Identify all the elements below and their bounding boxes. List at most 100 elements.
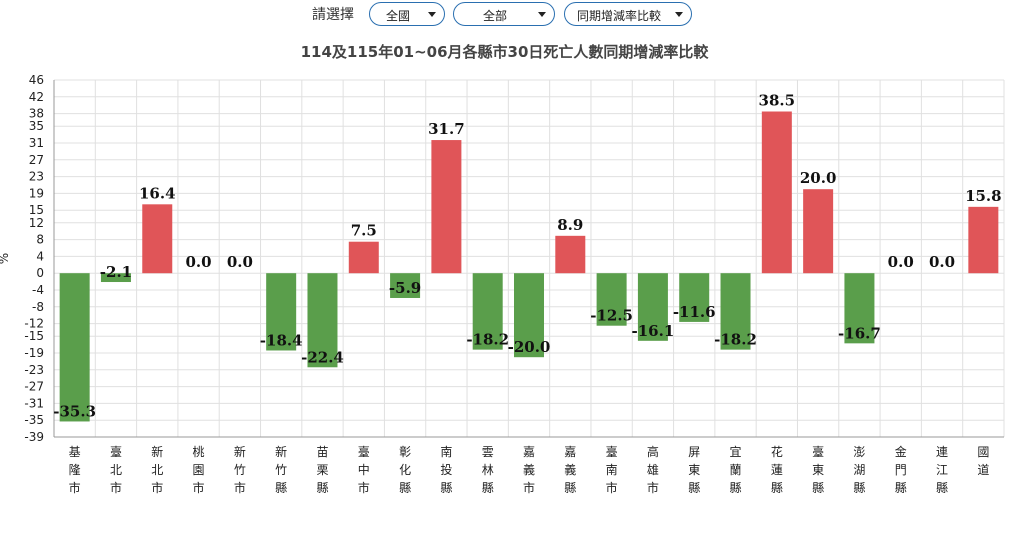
bar	[679, 273, 710, 322]
bar	[514, 273, 544, 358]
x-tick-label: 嘉義縣	[564, 445, 576, 495]
x-tick-label: 臺中市	[358, 444, 370, 495]
y-tick-label: 31	[29, 136, 44, 150]
bar	[142, 204, 173, 274]
data-label: -5.9	[389, 279, 421, 297]
region-select[interactable]: 全國	[369, 2, 445, 26]
data-label: 16.4	[139, 184, 176, 202]
data-label: -20.0	[508, 338, 551, 356]
data-label: 7.5	[351, 222, 377, 240]
bar	[348, 241, 379, 274]
data-label: -16.7	[838, 324, 881, 342]
y-tick-label: 12	[29, 216, 44, 230]
y-tick-label: 15	[29, 203, 44, 217]
chevron-down-icon	[675, 12, 683, 17]
bar	[720, 273, 751, 350]
metric-select-value: 同期增減率比較	[576, 9, 661, 23]
y-tick-label: -4	[32, 283, 44, 297]
data-label: 0.0	[888, 253, 914, 271]
x-tick-label: 苗栗縣	[316, 445, 328, 495]
data-label: -2.1	[100, 263, 132, 281]
x-tick-label: 新竹市	[234, 444, 246, 495]
y-tick-label: 23	[29, 170, 44, 184]
x-tick-label: 新竹縣	[275, 444, 287, 495]
x-tick-label: 連江縣	[936, 445, 948, 495]
x-tick-label: 嘉義市	[523, 445, 535, 495]
y-tick-label: 0	[36, 266, 44, 280]
y-tick-label: -27	[24, 380, 44, 394]
x-tick-label: 臺東縣	[812, 444, 824, 495]
y-tick-label: 35	[29, 119, 44, 133]
y-tick-label: -15	[24, 329, 44, 343]
x-tick-label: 澎湖縣	[853, 445, 865, 495]
bar	[844, 273, 875, 344]
filter-label: 請選擇	[312, 7, 354, 23]
data-label: 0.0	[186, 253, 212, 271]
x-tick-label: 雲林縣	[482, 445, 494, 495]
bar	[596, 273, 627, 326]
data-label: -18.2	[466, 331, 509, 349]
y-axis-label: %	[0, 253, 11, 264]
bar	[100, 273, 131, 283]
data-label: 15.8	[965, 187, 1002, 205]
x-tick-label: 基隆市	[69, 445, 81, 495]
y-tick-label: 46	[29, 73, 44, 87]
bar	[472, 273, 503, 350]
chevron-down-icon	[428, 12, 436, 17]
y-tick-label: -8	[32, 300, 44, 314]
data-label: 31.7	[428, 120, 465, 138]
data-label: 0.0	[929, 253, 955, 271]
data-label: 0.0	[227, 253, 253, 271]
chevron-down-icon	[538, 12, 546, 17]
y-tick-label: -35	[24, 413, 44, 427]
x-tick-label: 金門縣	[895, 444, 907, 495]
bar	[307, 273, 338, 368]
bar	[390, 273, 421, 298]
bar	[968, 206, 999, 274]
x-tick-label: 屏東縣	[688, 445, 700, 495]
x-tick-label: 國道	[977, 445, 989, 477]
data-label: -22.4	[301, 348, 344, 366]
x-tick-label: 高雄市	[647, 444, 659, 495]
metric-select[interactable]: 同期增減率比較	[564, 2, 692, 26]
y-tick-label: -23	[24, 363, 44, 377]
bar	[803, 189, 834, 274]
filter-bar: 請選擇 全國 全部 同期增減率比較	[0, 0, 1009, 30]
data-label: -12.5	[590, 307, 633, 325]
y-tick-label: 27	[29, 153, 44, 167]
bar	[59, 273, 90, 422]
data-label: -16.1	[632, 322, 675, 340]
y-tick-label: 4	[36, 249, 44, 263]
x-tick-label: 南投縣	[440, 444, 452, 495]
y-tick-label: -39	[24, 430, 44, 444]
y-tick-label: -12	[24, 317, 44, 331]
data-label: 8.9	[557, 216, 583, 234]
data-label: -18.2	[714, 331, 757, 349]
data-label: 20.0	[800, 169, 837, 187]
data-label: 38.5	[759, 92, 796, 110]
x-tick-label: 新北市	[151, 444, 163, 495]
x-tick-label: 臺南市	[606, 444, 618, 495]
data-label: -35.3	[53, 402, 96, 420]
x-tick-label: 花蓮縣	[771, 444, 783, 495]
bar	[761, 111, 792, 274]
y-tick-label: 19	[29, 186, 44, 200]
data-label: -18.4	[260, 331, 303, 349]
bar	[266, 273, 297, 351]
y-tick-label: -31	[24, 396, 44, 410]
type-select-value: 全部	[482, 9, 507, 23]
type-select[interactable]: 全部	[453, 2, 555, 26]
x-tick-label: 臺北市	[110, 444, 122, 495]
data-label: -11.6	[673, 303, 716, 321]
region-select-value: 全國	[385, 9, 410, 23]
chart-title: 114及115年01~06月各縣市30日死亡人數同期增減率比較	[300, 43, 709, 61]
x-tick-label: 桃園市	[193, 444, 205, 495]
bar	[431, 140, 462, 274]
x-tick-label: 彰化縣	[399, 444, 411, 495]
bar	[555, 235, 586, 274]
x-tick-label: 宜蘭縣	[730, 444, 742, 495]
y-tick-label: 42	[29, 90, 44, 104]
y-tick-label: 38	[29, 107, 44, 121]
y-tick-label: 8	[36, 233, 44, 247]
